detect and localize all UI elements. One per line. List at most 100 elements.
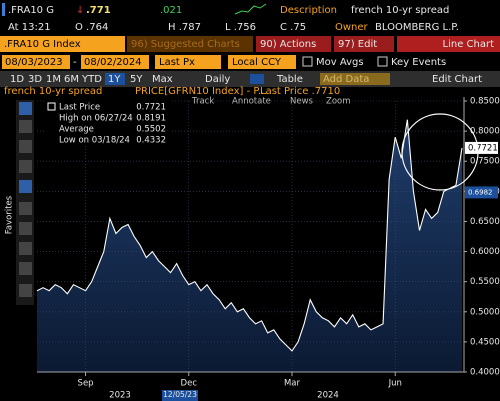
frequency[interactable]: Daily <box>205 74 230 85</box>
end-box[interactable] <box>81 55 149 69</box>
period[interactable]: Max <box>152 74 173 85</box>
period[interactable]: 5Y <box>130 74 143 85</box>
chart-tool[interactable]: Track <box>191 97 214 107</box>
y-tick-label: 0.8000 <box>470 127 500 137</box>
price-tag-label: 0.6982 <box>468 188 493 196</box>
end[interactable]: 08/02/2024 <box>84 57 142 68</box>
stat-value: 0.5502 <box>136 125 166 135</box>
tool[interactable] <box>19 284 32 297</box>
periods: 1D 3D 1M 6M YTD 1Y 5Y Max <box>10 73 173 85</box>
period[interactable]: 1M <box>46 74 61 85</box>
table[interactable]: Table <box>276 74 303 85</box>
close: C .75 <box>280 22 306 33</box>
period[interactable]: 6M <box>64 74 79 85</box>
mov-avgs[interactable]: Mov Avgs <box>316 57 364 68</box>
description-label: Description <box>280 5 337 16</box>
stat-label: Low on 03/18/24 <box>59 136 130 146</box>
legend-label: Last Price <box>59 103 100 113</box>
chart-tool[interactable]: News <box>290 97 314 107</box>
line-icon[interactable] <box>250 74 264 84</box>
security-box[interactable] <box>0 36 125 52</box>
add-data-box[interactable] <box>320 73 390 85</box>
price-tag <box>465 141 498 154</box>
tool[interactable] <box>19 102 32 115</box>
year-label: 2023 <box>109 391 131 401</box>
y-tick-label: 0.4500 <box>470 337 500 347</box>
x-tick-label: Jun <box>388 379 402 389</box>
time: At 13:21 <box>8 22 51 33</box>
y-tick-label: 0.6000 <box>470 247 500 257</box>
actions[interactable]: 90) Actions <box>260 39 316 50</box>
key-events-check[interactable] <box>377 56 388 67</box>
suggested-btn[interactable] <box>127 36 253 52</box>
dash: - <box>73 57 77 68</box>
tool[interactable] <box>19 120 32 133</box>
stat-value: 0.4332 <box>136 136 166 146</box>
suggested[interactable]: 96) Suggested Charts <box>131 39 240 50</box>
actions-btn[interactable] <box>256 36 331 52</box>
y-tick-label: 0.5500 <box>470 277 500 287</box>
tool[interactable] <box>19 242 32 255</box>
series-last: Last Price .7710 <box>260 86 340 97</box>
security[interactable]: .FRA10 G Index <box>4 39 81 50</box>
last: .771 <box>86 5 111 16</box>
start[interactable]: 08/03/2023 <box>5 57 63 68</box>
price-tag <box>465 186 498 199</box>
tool[interactable] <box>19 180 32 193</box>
x-tick-label: Dec <box>181 379 198 389</box>
stat-label: Average <box>59 125 94 135</box>
legend-value: 0.7721 <box>136 103 166 113</box>
field[interactable]: Last Px <box>159 57 195 68</box>
edit-chart[interactable]: Edit Chart <box>432 74 482 85</box>
tool[interactable] <box>19 160 32 173</box>
sidebar-label: Favorites <box>5 195 15 234</box>
x-tick-label: Mar <box>284 379 301 389</box>
y-tick-label: 0.4000 <box>470 368 500 378</box>
ticker: .FRA10 G <box>8 5 54 16</box>
mov-avgs-check[interactable] <box>302 56 313 67</box>
tool[interactable] <box>19 202 32 215</box>
key-events[interactable]: Key Events <box>391 57 446 68</box>
cursor-date: 12/05/23 <box>163 390 197 399</box>
edit[interactable]: 97) Edit <box>338 39 377 50</box>
chart-type[interactable]: Line Chart <box>443 39 495 50</box>
high: H .787 <box>168 22 201 33</box>
legend-bg <box>45 100 170 146</box>
area <box>37 119 462 373</box>
tool[interactable] <box>19 222 32 235</box>
chart-tool[interactable]: Annotate <box>232 97 271 107</box>
currency-box[interactable] <box>228 55 296 69</box>
tool[interactable] <box>19 140 32 153</box>
tool[interactable] <box>19 262 32 275</box>
period[interactable]: YTD <box>81 74 102 85</box>
start-box[interactable] <box>2 55 70 69</box>
x-tick-label: Sep <box>78 379 94 389</box>
price-tag-label: 0.7721 <box>468 143 498 153</box>
y-tick-label: 0.7500 <box>470 157 500 167</box>
cursor-date-box <box>162 390 198 401</box>
plot: 0.40000.45000.50000.55000.60000.65000.70… <box>36 97 500 401</box>
edit-btn[interactable] <box>334 36 394 52</box>
currency[interactable]: Local CCY <box>232 57 282 68</box>
period-selected <box>105 73 125 85</box>
stat-value: 0.8191 <box>136 114 166 124</box>
sidebar: Favorites <box>5 100 34 305</box>
field-box[interactable] <box>155 55 221 69</box>
y-tick-label: 0.6500 <box>470 217 500 227</box>
chart-tool[interactable]: Zoom <box>326 97 351 107</box>
owner-label: Owner <box>335 22 369 33</box>
period[interactable]: 3D <box>28 74 42 85</box>
add-data[interactable]: Add Data <box>323 74 369 85</box>
description: french 10-yr spread <box>351 5 449 16</box>
chart-type-btn[interactable] <box>397 36 500 52</box>
period[interactable]: 1D <box>10 74 24 85</box>
series-title: french 10-yr spread <box>4 86 102 97</box>
series-desc: PRICE[GFRN10 Index] - P... <box>135 86 267 97</box>
period[interactable]: 1Y <box>108 74 121 85</box>
y-tick-label: 0.8500 <box>470 97 500 107</box>
highlight-circle <box>401 113 479 191</box>
y-tick-label: 0.5000 <box>470 307 500 317</box>
stat-label: High on 06/27/24 <box>59 114 133 124</box>
